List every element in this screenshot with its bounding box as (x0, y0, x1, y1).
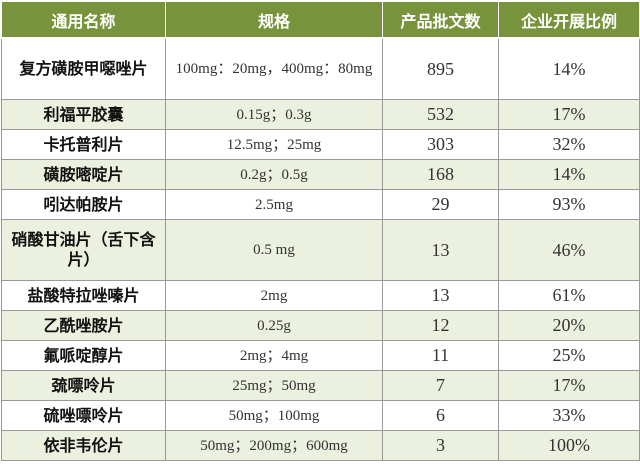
ratio-cell: 17% (498, 370, 640, 401)
ratio-cell: 46% (498, 219, 640, 281)
ratio-cell: 14% (498, 159, 640, 190)
header-spec: 规格 (165, 1, 383, 39)
name-cell: 利福平胶囊 (1, 99, 166, 130)
table-row: 盐酸特拉唑嗪片 2mg 13 61% (1, 280, 640, 311)
count-cell: 13 (382, 219, 499, 281)
ratio-cell: 93% (498, 189, 640, 220)
ratio-cell: 33% (498, 400, 640, 431)
count-cell: 895 (382, 37, 499, 100)
spec-cell: 12.5mg；25mg (165, 129, 383, 160)
spec-cell: 2mg；4mg (165, 340, 383, 371)
name-cell: 复方磺胺甲噁唑片 (1, 37, 166, 100)
header-row: 通用名称 规格 产品批文数 企业开展比例 (1, 1, 640, 39)
name-cell: 硫唑嘌呤片 (1, 400, 166, 431)
spec-cell: 0.25g (165, 310, 383, 341)
count-cell: 11 (382, 340, 499, 371)
count-cell: 7 (382, 370, 499, 401)
spec-cell: 25mg；50mg (165, 370, 383, 401)
ratio-cell: 17% (498, 99, 640, 130)
ratio-cell: 100% (498, 430, 640, 461)
header-name: 通用名称 (1, 1, 166, 39)
table-row: 吲达帕胺片 2.5mg 29 93% (1, 189, 640, 220)
spec-cell: 50mg；100mg (165, 400, 383, 431)
spec-cell: 50mg；200mg；600mg (165, 430, 383, 461)
name-cell: 盐酸特拉唑嗪片 (1, 280, 166, 311)
name-cell: 卡托普利片 (1, 129, 166, 160)
count-cell: 6 (382, 400, 499, 431)
ratio-cell: 32% (498, 129, 640, 160)
name-cell: 氟哌啶醇片 (1, 340, 166, 371)
header-count: 产品批文数 (382, 1, 499, 39)
name-cell: 依非韦伦片 (1, 430, 166, 461)
count-cell: 168 (382, 159, 499, 190)
ratio-cell: 25% (498, 340, 640, 371)
name-cell: 硝酸甘油片（舌下含片） (1, 219, 166, 281)
count-cell: 3 (382, 430, 499, 461)
table-row: 利福平胶囊 0.15g；0.3g 532 17% (1, 99, 640, 130)
spec-cell: 2.5mg (165, 189, 383, 220)
name-cell: 吲达帕胺片 (1, 189, 166, 220)
table-row: 依非韦伦片 50mg；200mg；600mg 3 100% (1, 430, 640, 461)
ratio-cell: 61% (498, 280, 640, 311)
table-row: 硫唑嘌呤片 50mg；100mg 6 33% (1, 400, 640, 431)
spec-cell: 100mg：20mg，400mg：80mg (165, 37, 383, 100)
spec-cell: 0.15g；0.3g (165, 99, 383, 130)
table-row: 巯嘌呤片 25mg；50mg 7 17% (1, 370, 640, 401)
table-row: 硝酸甘油片（舌下含片） 0.5 mg 13 46% (1, 219, 640, 281)
name-cell: 乙酰唑胺片 (1, 310, 166, 341)
drug-table: 通用名称 规格 产品批文数 企业开展比例 复方磺胺甲噁唑片 100mg：20mg，… (1, 1, 640, 461)
header-ratio: 企业开展比例 (498, 1, 640, 39)
name-cell: 磺胺嘧啶片 (1, 159, 166, 190)
count-cell: 13 (382, 280, 499, 311)
table-row: 乙酰唑胺片 0.25g 12 20% (1, 310, 640, 341)
table-row: 磺胺嘧啶片 0.2g；0.5g 168 14% (1, 159, 640, 190)
spec-cell: 0.5 mg (165, 219, 383, 281)
table-row: 氟哌啶醇片 2mg；4mg 11 25% (1, 340, 640, 371)
name-cell: 巯嘌呤片 (1, 370, 166, 401)
table-row: 卡托普利片 12.5mg；25mg 303 32% (1, 129, 640, 160)
ratio-cell: 14% (498, 37, 640, 100)
count-cell: 29 (382, 189, 499, 220)
count-cell: 532 (382, 99, 499, 130)
count-cell: 303 (382, 129, 499, 160)
ratio-cell: 20% (498, 310, 640, 341)
spec-cell: 2mg (165, 280, 383, 311)
count-cell: 12 (382, 310, 499, 341)
spec-cell: 0.2g；0.5g (165, 159, 383, 190)
table-row: 复方磺胺甲噁唑片 100mg：20mg，400mg：80mg 895 14% (1, 37, 640, 100)
